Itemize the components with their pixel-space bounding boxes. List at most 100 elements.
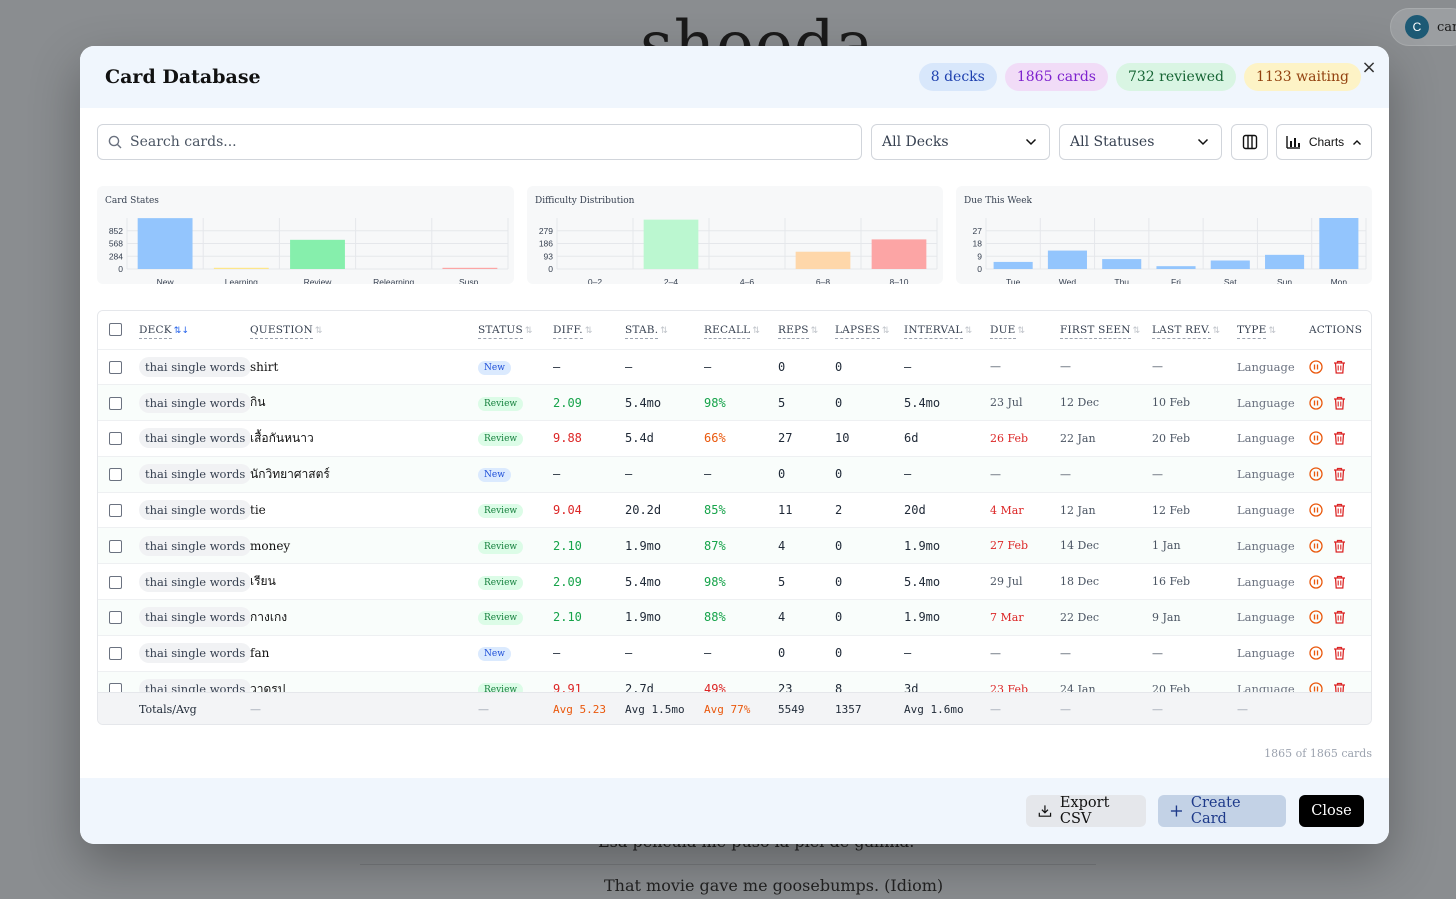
column-reps[interactable]: REPS ⇅	[778, 311, 835, 349]
toolbar: All Decks All Statuses Charts	[97, 124, 1372, 161]
pause-icon[interactable]	[1309, 360, 1323, 374]
row-checkbox[interactable]	[109, 432, 122, 446]
trash-icon[interactable]	[1333, 646, 1346, 660]
trash-icon[interactable]	[1333, 503, 1346, 517]
deck-filter-select[interactable]: All Decks	[871, 124, 1050, 160]
search-box[interactable]	[97, 124, 862, 160]
table-row[interactable]: thai single words กางเกง Review 2.10 1.9mo 88…	[98, 599, 1371, 636]
table-row[interactable]: thai single words shirt New — — —0 0— — — — Langua…	[98, 348, 1371, 385]
table-row[interactable]: thai single words tie Review 9.04 20.2d 85% 11…	[98, 491, 1371, 528]
export-csv-label: Export CSV	[1059, 795, 1110, 827]
x-tick-label: 0–2	[588, 277, 602, 284]
chart-title: Due This Week	[964, 196, 1032, 206]
row-checkbox[interactable]	[109, 647, 122, 661]
pause-icon[interactable]	[1309, 467, 1323, 481]
column-recall[interactable]: RECALL ⇅	[704, 311, 778, 349]
column-first-seen[interactable]: FIRST SEEN ⇅	[1060, 311, 1152, 349]
trash-icon[interactable]	[1333, 360, 1346, 374]
question-text[interactable]: กางเกง	[250, 609, 288, 624]
totals-first-seen: —	[1060, 702, 1071, 716]
totals-row: Totals/Avg — — Avg 5.23 Avg 1.5mo Avg 77…	[98, 692, 1371, 724]
table-row[interactable]: thai single words fan New — — —0 0— — — — Language	[98, 634, 1371, 672]
y-tick-label: 93	[544, 251, 554, 261]
reps-value: 5	[778, 563, 835, 600]
question-text[interactable]: นักวิทยาศาสตร์	[250, 466, 330, 481]
row-checkbox[interactable]	[109, 504, 122, 518]
export-csv-button[interactable]: Export CSV	[1026, 795, 1146, 827]
status-badge: Review	[478, 575, 524, 590]
pause-icon[interactable]	[1309, 503, 1323, 517]
last-review-date: —	[1152, 634, 1237, 672]
question-text[interactable]: tie	[250, 503, 266, 518]
trash-icon[interactable]	[1333, 431, 1346, 446]
chart-bar	[1047, 250, 1087, 269]
column-last-review[interactable]: LAST REV. ⇅	[1152, 311, 1237, 349]
columns-toggle-button[interactable]	[1231, 124, 1268, 160]
pause-icon[interactable]	[1309, 431, 1323, 446]
table-row[interactable]: thai single words money Review 2.10 1.9mo 87%…	[98, 527, 1371, 564]
create-card-label: Create Card	[1190, 795, 1241, 827]
user-name: can	[1437, 19, 1456, 35]
card-type: Language	[1237, 599, 1309, 636]
totals-interval: Avg 1.6mo	[904, 702, 964, 716]
reviewed-count-badge: 732 reviewed	[1115, 63, 1237, 91]
pause-icon[interactable]	[1309, 646, 1323, 660]
question-text[interactable]: เสื้อกันหนาว	[250, 430, 314, 445]
column-lapses[interactable]: LAPSES ⇅	[835, 311, 904, 349]
table-row[interactable]: thai single words เรียน Review 2.09 5.4mo 98%…	[98, 563, 1371, 600]
chart-bar	[993, 261, 1033, 269]
column-difficulty[interactable]: DIFF. ⇅	[553, 311, 625, 349]
question-text[interactable]: shirt	[250, 359, 279, 374]
row-checkbox[interactable]	[109, 611, 122, 625]
bar-chart-icon	[1286, 136, 1300, 149]
create-card-button[interactable]: Create Card	[1158, 795, 1286, 827]
question-text[interactable]: fan	[250, 646, 270, 661]
question-text[interactable]: เรียน	[250, 574, 276, 589]
column-stability[interactable]: STAB. ⇅	[625, 311, 704, 349]
pause-icon[interactable]	[1309, 539, 1323, 553]
trash-icon[interactable]	[1333, 539, 1346, 553]
deck-chip: thai single words	[139, 356, 250, 377]
close-icon[interactable]: ×	[1361, 57, 1377, 78]
row-checkbox[interactable]	[109, 539, 122, 553]
trash-icon[interactable]	[1333, 610, 1346, 625]
chart-bar	[795, 251, 851, 269]
status-badge: Review	[478, 432, 524, 447]
question-text[interactable]: money	[250, 538, 291, 553]
column-status[interactable]: STATUS ⇅	[478, 311, 553, 349]
interval-value: —	[904, 455, 990, 493]
column-due[interactable]: DUE ⇅	[990, 311, 1060, 349]
column-interval[interactable]: INTERVAL ⇅	[904, 311, 990, 349]
row-checkbox[interactable]	[109, 468, 122, 482]
status-badge: Review	[478, 396, 524, 411]
column-question[interactable]: QUESTION ⇅	[250, 311, 478, 349]
pause-icon[interactable]	[1309, 610, 1323, 625]
totals-label: Totals/Avg	[139, 702, 197, 716]
deck-chip: thai single words	[139, 571, 250, 592]
select-all-checkbox[interactable]	[109, 323, 122, 337]
pause-icon[interactable]	[1309, 396, 1323, 410]
status-filter-select[interactable]: All Statuses	[1059, 124, 1222, 160]
table-row[interactable]: thai single words นักวิทยาศาสตร์ New — — —0 0—…	[98, 455, 1371, 493]
row-checkbox[interactable]	[109, 360, 122, 374]
card-type: Language	[1237, 491, 1309, 528]
row-checkbox[interactable]	[109, 575, 122, 589]
trash-icon[interactable]	[1333, 575, 1346, 589]
user-menu[interactable]: C can	[1390, 8, 1456, 46]
charts-toggle-button[interactable]: Charts	[1276, 124, 1372, 160]
question-text[interactable]: กิน	[250, 395, 266, 410]
y-tick-label: 0	[118, 264, 123, 274]
due-date: 7 Mar	[990, 599, 1060, 636]
column-type[interactable]: TYPE ⇅	[1237, 311, 1309, 349]
row-checkbox[interactable]	[109, 396, 122, 410]
search-input[interactable]	[130, 134, 830, 150]
table-row[interactable]: thai single words กิน Review 2.09 5.4mo 98% 5 0…	[98, 384, 1371, 421]
column-deck[interactable]: DECK ⇅↓	[139, 311, 250, 349]
totals-recall: Avg 77%	[704, 702, 751, 716]
close-button[interactable]: Close	[1299, 795, 1364, 827]
pause-icon[interactable]	[1309, 575, 1323, 589]
trash-icon[interactable]	[1333, 467, 1346, 481]
x-tick-label: Relearning	[373, 277, 414, 284]
table-row[interactable]: thai single words เสื้อกันหนาว Review 9.88 5…	[98, 420, 1371, 457]
trash-icon[interactable]	[1333, 396, 1346, 410]
